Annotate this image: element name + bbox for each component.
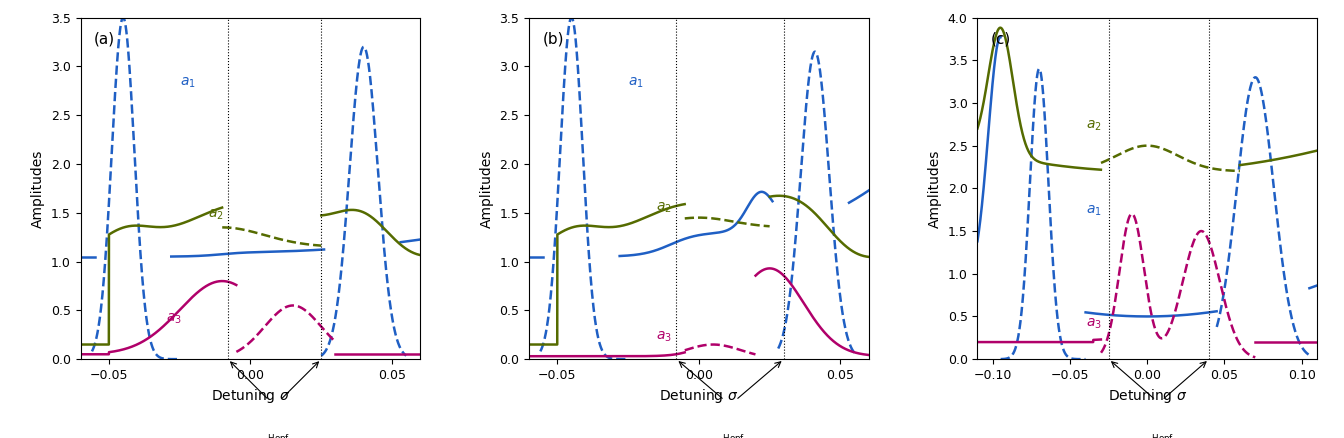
Text: $a_1$: $a_1$ — [1086, 204, 1101, 219]
Text: $a_3$: $a_3$ — [656, 330, 672, 344]
Text: $\sigma^{\mathrm{Hopf}}$: $\sigma^{\mathrm{Hopf}}$ — [1144, 434, 1175, 438]
Y-axis label: Amplitudes: Amplitudes — [31, 149, 46, 227]
Text: (c): (c) — [991, 31, 1011, 46]
Text: $\sigma^{\mathrm{Hopf}}$: $\sigma^{\mathrm{Hopf}}$ — [259, 434, 290, 438]
Text: $a_1$: $a_1$ — [628, 76, 644, 90]
Text: (a): (a) — [94, 31, 116, 46]
Y-axis label: Amplitudes: Amplitudes — [480, 149, 493, 227]
Text: $\sigma^{\mathrm{Hopf}}$: $\sigma^{\mathrm{Hopf}}$ — [715, 434, 746, 438]
X-axis label: Detuning $\sigma$: Detuning $\sigma$ — [1107, 388, 1187, 406]
Text: $a_3$: $a_3$ — [165, 312, 181, 326]
Y-axis label: Amplitudes: Amplitudes — [929, 149, 942, 227]
X-axis label: Detuning $\sigma$: Detuning $\sigma$ — [660, 388, 738, 406]
X-axis label: Detuning $\sigma$: Detuning $\sigma$ — [211, 388, 290, 406]
Text: $a_2$: $a_2$ — [656, 201, 672, 215]
Text: (b): (b) — [543, 31, 564, 46]
Text: $a_1$: $a_1$ — [180, 76, 195, 90]
Text: $a_2$: $a_2$ — [208, 208, 223, 222]
Text: $a_3$: $a_3$ — [1086, 317, 1101, 331]
Text: $a_2$: $a_2$ — [1086, 119, 1101, 133]
